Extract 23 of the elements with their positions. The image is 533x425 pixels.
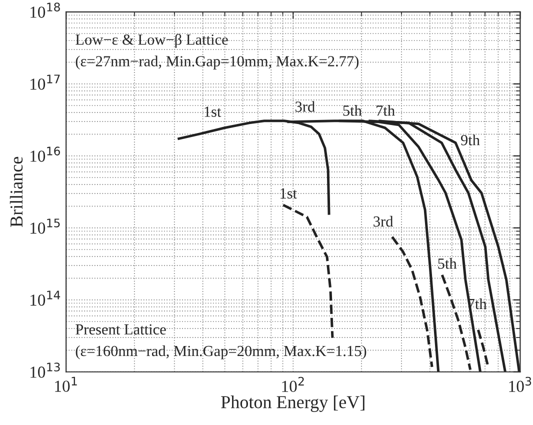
y-tick-label: 10$^{18}$ — [30, 2, 60, 18]
y-tick-label: 10$^{15}$ — [30, 218, 60, 234]
y-tick-label: 10$^{16}$ — [30, 146, 60, 162]
x-tick-label: 10$^{1}$ — [55, 376, 77, 392]
annotation: (ε=160nm−rad, Min.Gap=20mm, Max.K=1.15) — [76, 345, 366, 360]
x-axis-title: Photon Energy [eV] — [221, 396, 364, 412]
annotation: (ε=27nm−rad, Min.Gap=10mm, Max.K=2.77) — [76, 56, 359, 70]
x-tick-label: 10$^{2}$ — [282, 376, 304, 392]
annotation: 1st — [204, 106, 222, 117]
annotation: Low−ε & Low−β Lattice — [76, 34, 228, 48]
annotation: Present Lattice — [76, 324, 166, 335]
y-axis-title: Brilliance — [10, 156, 23, 227]
annotation: 3rd — [296, 101, 315, 112]
y-tick-label: 10$^{17}$ — [30, 74, 60, 90]
y-tick-label: 10$^{14}$ — [30, 290, 60, 306]
y-tick-label: 10$^{13}$ — [30, 362, 60, 378]
annotation: 7th — [376, 105, 395, 116]
annotation: 5th — [438, 258, 457, 269]
x-tick-label: 10$^{3}$ — [509, 376, 532, 392]
annotation: 5th — [343, 105, 362, 116]
annotation: 9th — [460, 134, 480, 146]
annotation: 1st — [280, 188, 297, 199]
annotation: 3rd — [374, 216, 394, 227]
